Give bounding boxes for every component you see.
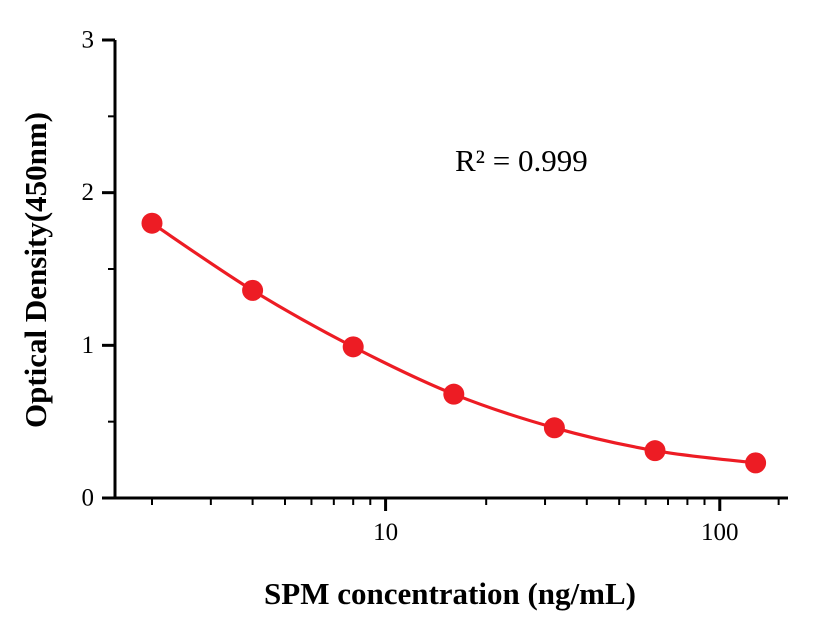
standard-curve-line	[150, 221, 758, 465]
x-tick-label: 10	[373, 519, 398, 546]
data-point	[745, 452, 767, 474]
y-tick-label: 2	[82, 179, 95, 206]
r-squared-annotation: R² = 0.999	[455, 143, 588, 178]
data-point	[342, 336, 364, 358]
y-tick-label: 1	[82, 332, 95, 359]
x-axis-title: SPM concentration (ng/mL)	[264, 576, 636, 611]
data-point	[443, 383, 465, 405]
data-point	[543, 417, 565, 439]
x-tick-label: 100	[701, 519, 739, 546]
data-point	[644, 440, 666, 462]
y-tick-label: 0	[82, 485, 95, 512]
data-point	[242, 279, 264, 301]
data-point	[141, 212, 163, 234]
y-tick-label: 3	[82, 27, 95, 54]
y-axis-title: Optical Density(450nm)	[18, 112, 53, 429]
